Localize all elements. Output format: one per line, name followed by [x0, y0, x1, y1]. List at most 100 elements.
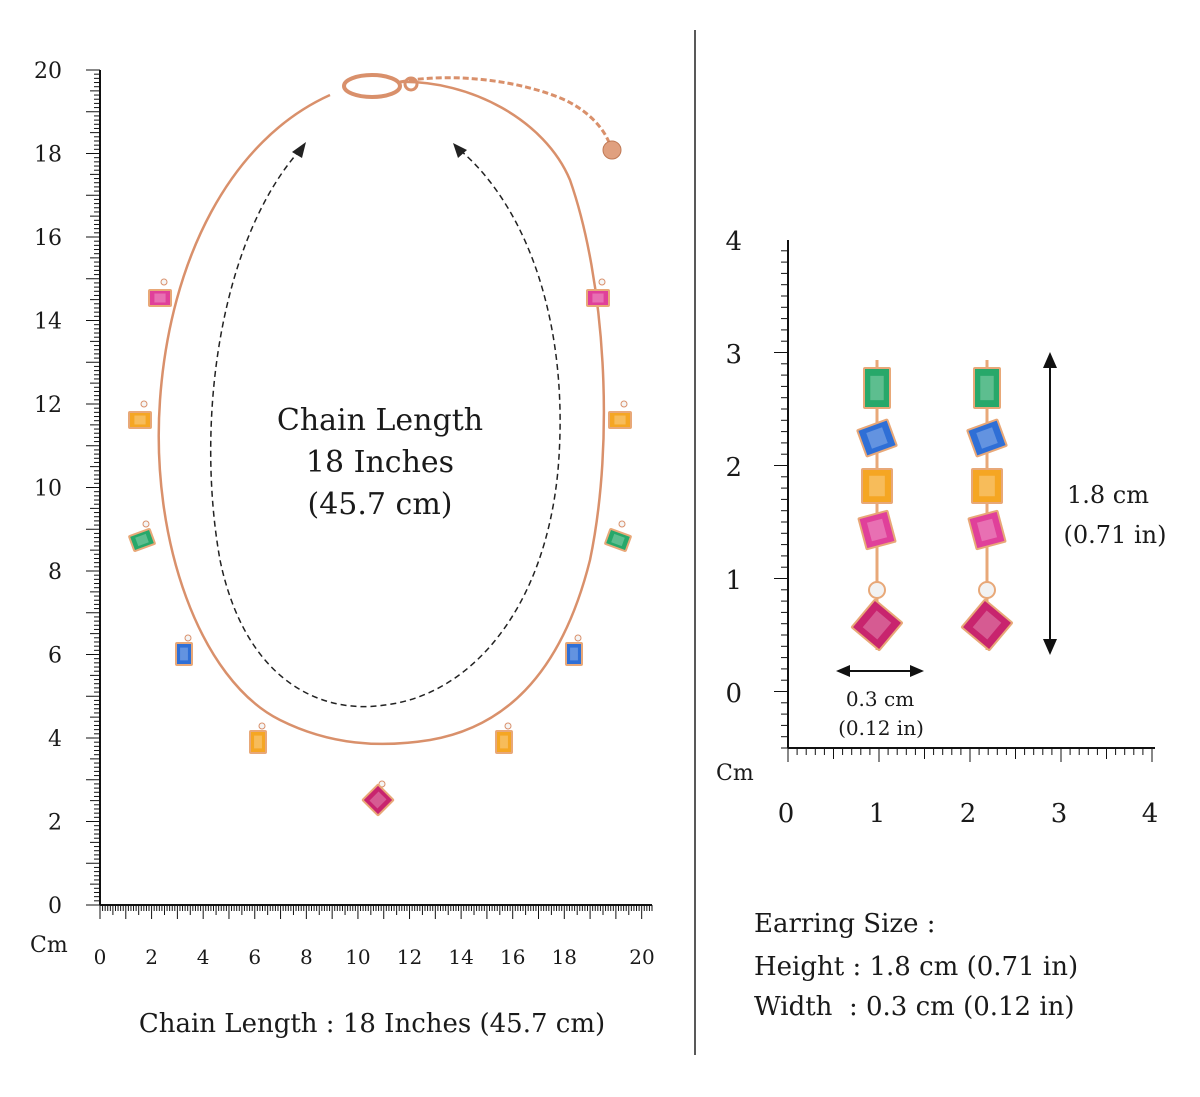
necklace-y-tick-label: 10: [34, 477, 62, 502]
chain-length-dashed-loop: [210, 149, 561, 708]
gem-face: [177, 644, 191, 664]
gemstone: [863, 367, 891, 409]
earring-right: [961, 360, 1013, 651]
width-arrowhead-left: [836, 665, 850, 677]
necklace-x-tick-label: 2: [145, 945, 158, 969]
gem-facet: [369, 791, 387, 809]
gem-facet: [976, 427, 998, 449]
gemstone: [495, 730, 513, 754]
necklace-x-tick-label: 14: [448, 945, 473, 969]
necklace-panel: 0 2 4 6 8 10 12 14 16 18 20 0 2 4 6 8 10 12 14 16 18 20 Cm C…: [30, 59, 655, 1039]
necklace-y-tick-label: 8: [48, 560, 62, 585]
gemstone: [973, 367, 1001, 409]
gem-face: [150, 291, 170, 305]
earring-x-tick-label: 2: [960, 799, 977, 829]
gem-face: [863, 470, 891, 502]
gem-face: [975, 369, 999, 407]
necklace-y-tick-label: 14: [34, 310, 62, 335]
necklace-caption: Chain Length : 18 Inches (45.7 cm): [139, 1009, 605, 1039]
earring-y-tick-label: 3: [725, 340, 742, 370]
necklace-x-tick-label: 8: [300, 945, 313, 969]
accent-stone: [184, 634, 192, 642]
gem-face: [610, 413, 630, 427]
accent-stone: [258, 722, 266, 730]
earring-accent-stone: [978, 581, 996, 599]
chain-length-cm: (45.7 cm): [308, 487, 453, 522]
gem-face: [606, 530, 630, 550]
gem-facet: [870, 375, 884, 401]
gem-facet: [611, 533, 625, 547]
width-label-cm: 0.3 cm: [846, 687, 914, 711]
earring-size-title: Earring Size :: [754, 909, 936, 939]
lobster-clasp: [342, 73, 402, 99]
gem-facet: [500, 735, 508, 749]
gem-face: [130, 413, 150, 427]
gem-facet: [866, 518, 888, 542]
gem-facet: [254, 735, 262, 749]
accent-stone: [574, 634, 582, 642]
gemstone: [961, 599, 1013, 651]
necklace-chain: [157, 80, 606, 746]
arrowhead-left: [292, 142, 306, 158]
arrowhead-right: [453, 143, 467, 158]
gem-facet: [980, 375, 994, 401]
accent-stone: [142, 520, 150, 528]
gemstone: [608, 411, 632, 429]
width-arrowhead-right: [910, 665, 924, 677]
gem-facet: [866, 427, 888, 449]
gem-facet: [976, 518, 998, 542]
accent-stone: [160, 278, 168, 286]
earring-panel: 0 1 2 3 4 0 1 2 3 4 Cm 1.8 cm (0.71 in) 0.3 cm (…: [716, 227, 1166, 1022]
gem-face: [251, 732, 265, 752]
necklace-x-tick-label: 4: [197, 945, 210, 969]
necklace-y-tick-label: 12: [34, 393, 62, 418]
necklace-x-tick-label: 16: [500, 945, 525, 969]
gemstone: [128, 411, 152, 429]
height-arrowhead-top: [1043, 352, 1057, 368]
accent-stone: [598, 278, 606, 286]
necklace-y-tick-label: 2: [48, 811, 62, 836]
earring-y-tick-label: 2: [725, 453, 742, 483]
accent-stone: [620, 400, 628, 408]
gem-facet: [979, 475, 995, 497]
earring-x-tick-labels: 0 1 2 3 4: [778, 799, 1159, 829]
necklace-y-tick-label: 16: [34, 226, 62, 251]
gem-face: [858, 420, 896, 456]
gemstone: [861, 468, 893, 504]
gemstone: [856, 418, 898, 458]
gem-face: [968, 420, 1006, 456]
earring-accent-stone: [868, 581, 886, 599]
earring-ruler: [774, 240, 1155, 762]
necklace-x-tick-label: 10: [345, 945, 370, 969]
necklace-x-tick-label: 0: [94, 945, 107, 969]
extender-chain: [399, 76, 612, 146]
gemstone: [966, 418, 1008, 458]
gem-facet: [592, 293, 604, 303]
accent-stone: [378, 780, 386, 788]
necklace-y-tick-label: 18: [34, 143, 62, 168]
gem-face: [859, 511, 895, 549]
gem-facet: [135, 533, 149, 547]
accent-stone: [504, 722, 512, 730]
gem-face: [363, 785, 393, 815]
necklace-y-tick-label: 4: [48, 727, 62, 752]
necklace-y-tick-label: 0: [48, 894, 62, 919]
earring-y-tick-labels: 0 1 2 3 4: [725, 227, 742, 709]
gem-facet: [862, 610, 892, 640]
earring-x-tick-label: 4: [1142, 799, 1159, 829]
gemstone: [249, 730, 267, 754]
necklace-x-tick-label: 18: [552, 945, 577, 969]
necklace-y-tick-label: 20: [34, 59, 62, 84]
jump-ring: [403, 76, 419, 92]
gemstone: [971, 468, 1003, 504]
necklace-x-tick-label: 6: [248, 945, 261, 969]
width-label-in: (0.12 in): [838, 716, 924, 740]
necklace-ruler: [86, 69, 653, 919]
earring-unit-label: Cm: [716, 761, 754, 786]
gem-face: [963, 601, 1011, 649]
gem-face: [497, 732, 511, 752]
gemstone: [967, 509, 1007, 551]
earring-size-height: Height : 1.8 cm (0.71 in): [754, 952, 1078, 982]
necklace-y-tick-label: 6: [48, 644, 62, 669]
